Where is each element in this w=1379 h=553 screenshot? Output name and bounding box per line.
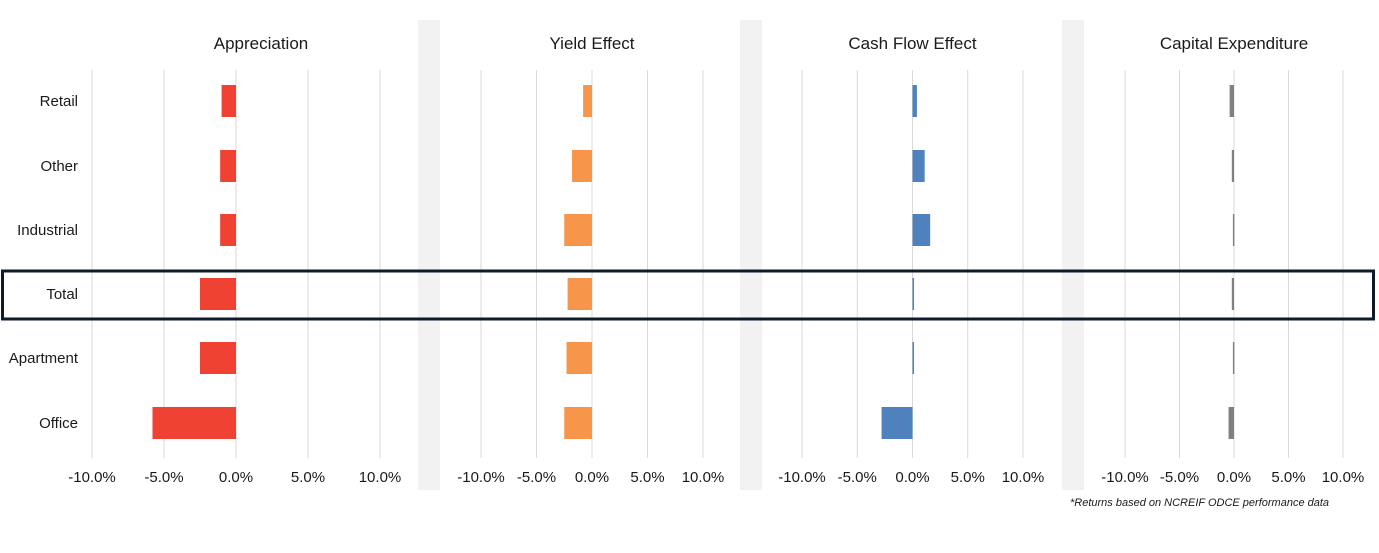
tick-label: 0.0% <box>1217 469 1251 486</box>
bar-other <box>572 150 592 182</box>
bar-retail <box>1229 85 1234 117</box>
bar-retail <box>912 85 917 117</box>
bar-apartment <box>1232 342 1235 374</box>
tick-label: 0.0% <box>895 469 929 486</box>
tick-label: -5.0% <box>1160 469 1199 486</box>
panel-title: Cash Flow Effect <box>848 34 976 53</box>
panel-title: Appreciation <box>214 34 309 53</box>
tick-label: 5.0% <box>630 469 664 486</box>
tick-label: -10.0% <box>457 469 505 486</box>
category-label: Apartment <box>9 350 79 367</box>
bar-industrial <box>912 214 931 246</box>
category-label: Other <box>40 158 78 175</box>
tick-label: 10.0% <box>682 469 725 486</box>
bar-total <box>912 278 914 310</box>
bar-other <box>1231 150 1234 182</box>
panel-title: Capital Expenditure <box>1160 34 1308 53</box>
tick-label: 5.0% <box>291 469 325 486</box>
category-label: Industrial <box>17 222 78 239</box>
bar-other <box>220 150 236 182</box>
bar-retail <box>583 85 592 117</box>
tick-label: -10.0% <box>68 469 116 486</box>
panel-separator <box>1062 20 1084 490</box>
bar-total <box>200 278 236 310</box>
category-label: Office <box>39 415 78 432</box>
bar-total <box>1231 278 1234 310</box>
tick-label: 0.0% <box>575 469 609 486</box>
bar-industrial <box>564 214 592 246</box>
bar-total <box>567 278 592 310</box>
category-label: Total <box>46 286 78 303</box>
panel-capital-expenditure: Capital Expenditure -10.0% -5.0% 0.0% 5.0% 10… <box>1101 34 1364 486</box>
bar-other <box>912 150 925 182</box>
panel-title: Yield Effect <box>549 34 634 53</box>
bar-office <box>152 407 236 439</box>
tick-label: -10.0% <box>778 469 826 486</box>
category-label: Retail <box>40 93 78 110</box>
panel-separator <box>418 20 440 490</box>
bar-industrial <box>220 214 236 246</box>
bar-apartment <box>912 342 914 374</box>
bar-industrial <box>1232 214 1235 246</box>
tick-label: 0.0% <box>219 469 253 486</box>
panel-separator <box>740 20 762 490</box>
footnote: *Returns based on NCREIF ODCE performanc… <box>1070 497 1329 509</box>
highlight-box-total <box>1 269 1375 321</box>
tick-label: 10.0% <box>1002 469 1045 486</box>
tick-label: 5.0% <box>951 469 985 486</box>
bar-apartment <box>200 342 236 374</box>
bar-apartment <box>566 342 592 374</box>
panel-yield-effect: Yield Effect -10.0% -5.0% 0.0% 5.0% 10.0% <box>457 34 724 486</box>
bar-office <box>1228 407 1234 439</box>
bar-office <box>564 407 592 439</box>
tick-label: 10.0% <box>1322 469 1365 486</box>
tick-label: 5.0% <box>1271 469 1305 486</box>
bar-office <box>881 407 913 439</box>
tick-label: -5.0% <box>838 469 877 486</box>
tick-label: -5.0% <box>144 469 183 486</box>
tick-label: -5.0% <box>517 469 556 486</box>
tick-label: -10.0% <box>1101 469 1149 486</box>
tick-label: 10.0% <box>359 469 402 486</box>
panel-appreciation: Appreciation -10.0% -5.0% 0.0% 5.0% 10.0% Reta… <box>9 34 401 486</box>
panel-cash-flow-effect: Cash Flow Effect -10.0% -5.0% 0.0% 5.0% 10.0% <box>778 34 1044 486</box>
bar-retail <box>221 85 236 117</box>
